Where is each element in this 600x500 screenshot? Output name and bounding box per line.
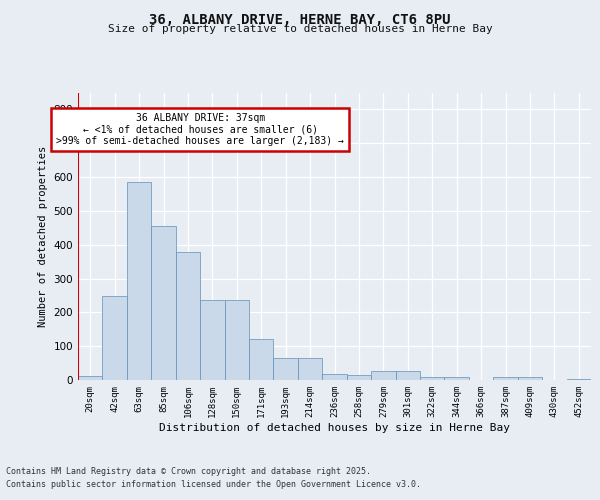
- Bar: [445, 376, 469, 380]
- Bar: [493, 378, 518, 380]
- Bar: [371, 370, 395, 380]
- Text: Size of property relative to detached houses in Herne Bay: Size of property relative to detached ho…: [107, 24, 493, 34]
- Bar: [224, 300, 249, 380]
- Bar: [420, 376, 445, 380]
- Text: Contains HM Land Registry data © Crown copyright and database right 2025.: Contains HM Land Registry data © Crown c…: [6, 467, 371, 476]
- Bar: [298, 358, 322, 380]
- Bar: [103, 296, 127, 380]
- X-axis label: Distribution of detached houses by size in Herne Bay: Distribution of detached houses by size …: [159, 422, 510, 432]
- Bar: [518, 378, 542, 380]
- Bar: [200, 300, 224, 380]
- Bar: [566, 379, 591, 380]
- Bar: [176, 252, 200, 380]
- Bar: [151, 226, 176, 380]
- Bar: [347, 375, 371, 380]
- Bar: [249, 340, 274, 380]
- Bar: [395, 370, 420, 380]
- Bar: [322, 374, 347, 380]
- Text: 36, ALBANY DRIVE, HERNE BAY, CT6 8PU: 36, ALBANY DRIVE, HERNE BAY, CT6 8PU: [149, 12, 451, 26]
- Y-axis label: Number of detached properties: Number of detached properties: [38, 146, 48, 327]
- Bar: [127, 182, 151, 380]
- Text: Contains public sector information licensed under the Open Government Licence v3: Contains public sector information licen…: [6, 480, 421, 489]
- Bar: [274, 358, 298, 380]
- Text: 36 ALBANY DRIVE: 37sqm
← <1% of detached houses are smaller (6)
>99% of semi-det: 36 ALBANY DRIVE: 37sqm ← <1% of detached…: [56, 113, 344, 146]
- Bar: [78, 376, 103, 380]
